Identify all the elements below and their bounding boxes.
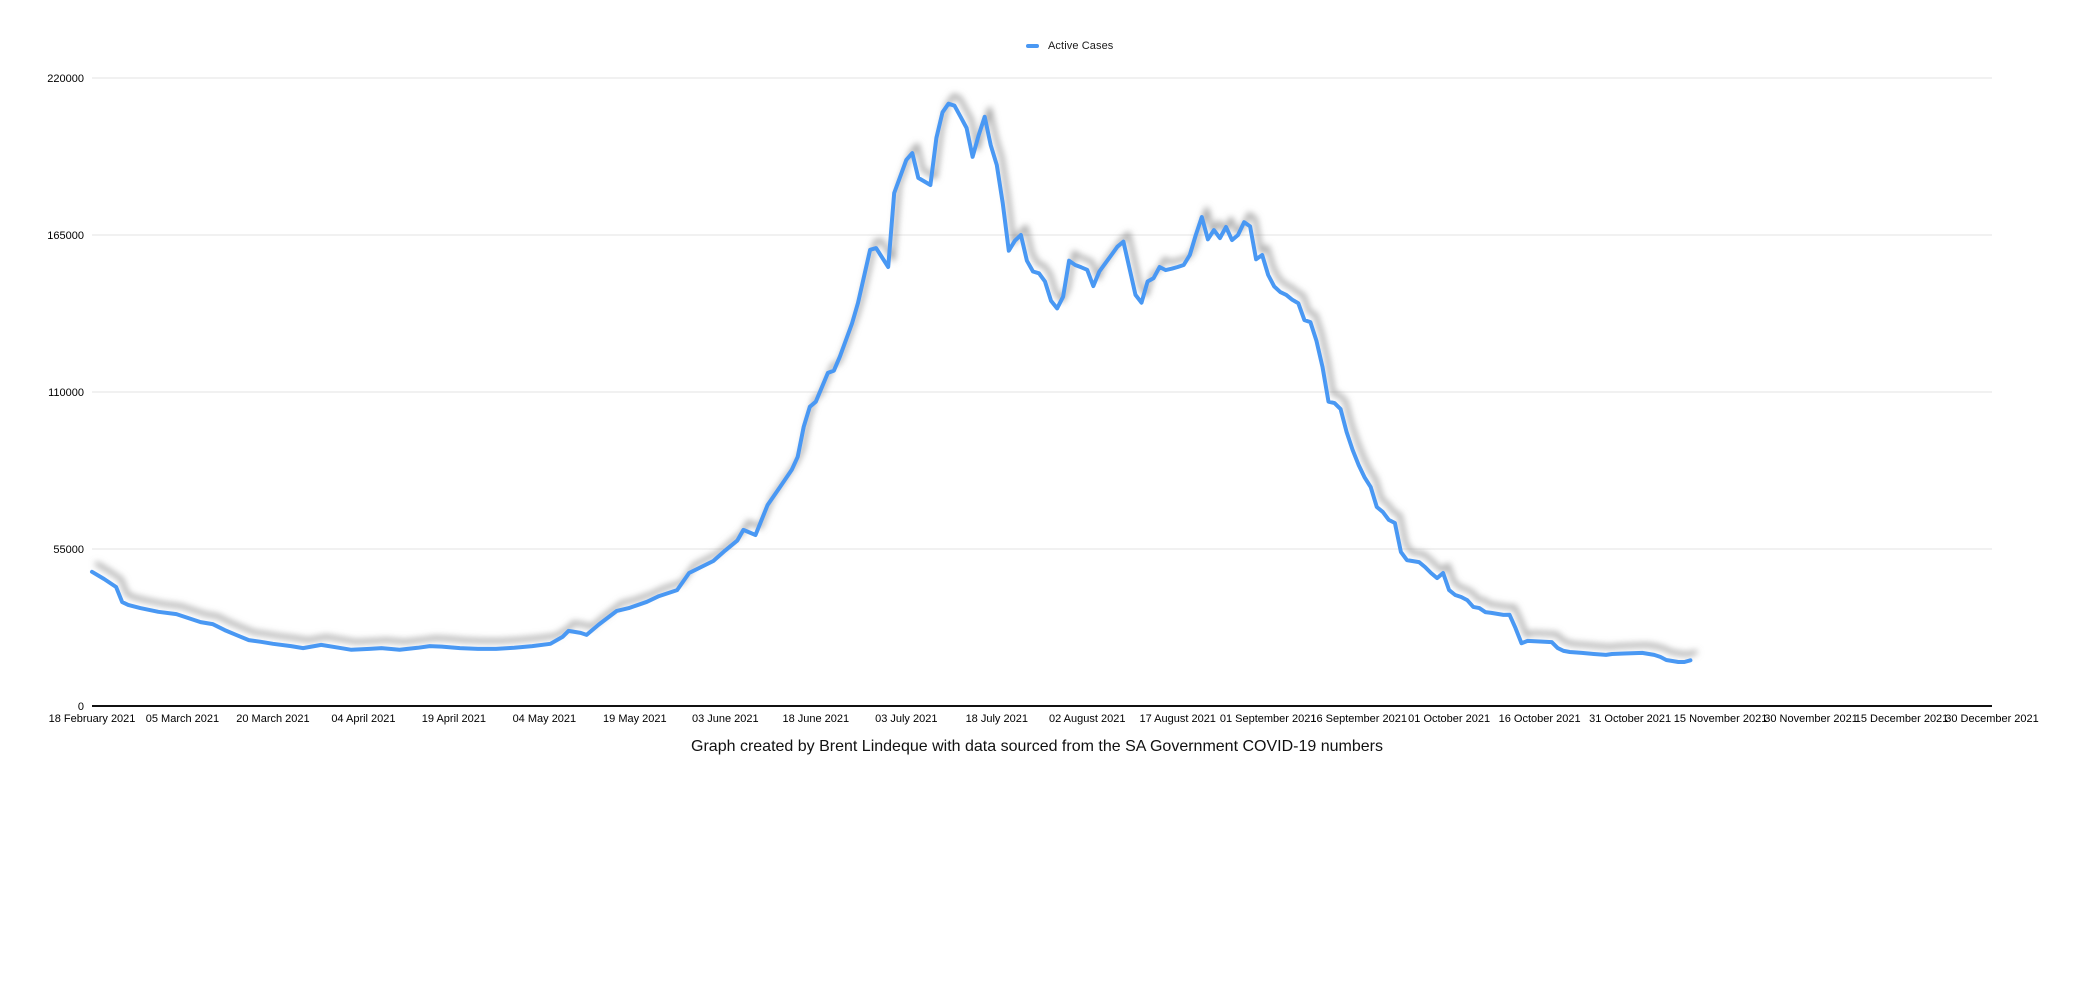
y-tick-label: 110000 (48, 387, 84, 399)
legend-label-active-cases[interactable]: Active Cases (1048, 40, 1114, 52)
y-tick-label: 165000 (47, 230, 84, 242)
x-tick-label: 18 June 2021 (782, 713, 849, 725)
x-tick-label: 18 February 2021 (49, 713, 136, 725)
y-tick-label: 0 (78, 701, 84, 713)
x-tick-label: 05 March 2021 (146, 713, 219, 725)
x-tick-label: 30 November 2021 (1764, 713, 1858, 725)
x-tick-label: 17 August 2021 (1139, 713, 1215, 725)
x-tick-label: 01 September 2021 (1220, 713, 1317, 725)
x-tick-label: 16 September 2021 (1310, 713, 1407, 725)
x-tick-label: 16 October 2021 (1499, 713, 1581, 725)
x-tick-label: 30 December 2021 (1945, 713, 2039, 725)
x-tick-label: 19 May 2021 (603, 713, 667, 725)
legend-marker-active-cases[interactable] (1026, 44, 1039, 48)
x-tick-label: 03 June 2021 (692, 713, 759, 725)
chart-legend: Active Cases (1026, 40, 1113, 52)
x-tick-label: 31 October 2021 (1589, 713, 1671, 725)
active-cases-line[interactable] (90, 101, 1693, 664)
chart-caption: Graph created by Brent Lindeque with dat… (691, 738, 1383, 755)
axis-labels: 0 55000 110000 165000 220000 18 February 2021… (47, 73, 2039, 725)
x-tick-label: 15 December 2021 (1855, 713, 1949, 725)
x-tick-label: 19 April 2021 (422, 713, 486, 725)
x-tick-label: 04 April 2021 (331, 713, 395, 725)
x-tick-label: 15 November 2021 (1674, 713, 1768, 725)
x-tick-label: 01 October 2021 (1408, 713, 1490, 725)
x-tick-label: 20 March 2021 (236, 713, 309, 725)
x-tick-label: 03 July 2021 (875, 713, 937, 725)
y-tick-label: 220000 (47, 73, 84, 85)
x-tick-label: 04 May 2021 (513, 713, 577, 725)
y-tick-label: 55000 (53, 544, 84, 556)
gridlines (92, 77, 1992, 707)
x-tick-label: 18 July 2021 (966, 713, 1028, 725)
x-tick-label: 02 August 2021 (1049, 713, 1125, 725)
